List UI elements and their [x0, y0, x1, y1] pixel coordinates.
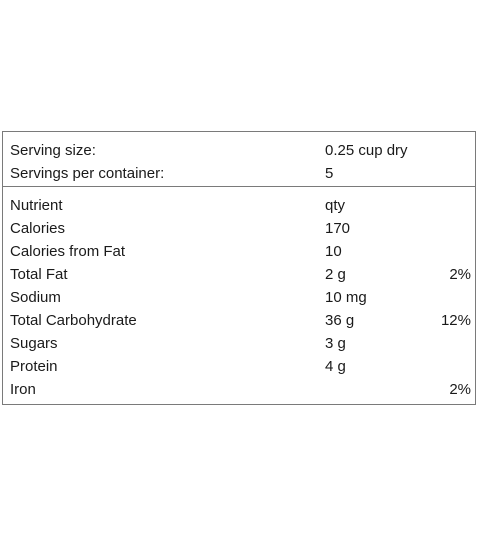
table-row: Protein 4 g — [3, 355, 475, 378]
nutrient-list: Nutrient qty Calories 170 Calories from … — [3, 188, 475, 401]
table-row: Sodium 10 mg — [3, 286, 475, 309]
nutrient-name: Calories — [10, 220, 66, 237]
nutrient-qty: 170 — [325, 220, 351, 237]
nutrient-daily-value: 2% — [449, 381, 471, 398]
table-row: Calories 170 — [3, 217, 475, 240]
nutrient-header-row: Nutrient qty — [3, 194, 475, 217]
nutrient-qty: 4 g — [325, 358, 346, 375]
servings-per-container-row: Servings per container: 5 — [3, 162, 475, 185]
servings-per-container-value: 5 — [325, 165, 334, 182]
nutrient-daily-value: 12% — [440, 312, 471, 329]
servings-per-container-label: Servings per container: — [10, 165, 165, 182]
table-row: Iron 2% — [3, 378, 475, 401]
serving-info: Serving size: 0.25 cup dry Servings per … — [3, 132, 475, 186]
nutrient-name: Sodium — [10, 289, 61, 306]
nutrient-name: Protein — [10, 358, 58, 375]
table-row: Total Fat 2 g 2% — [3, 263, 475, 286]
nutrient-qty: 2 g — [325, 266, 346, 283]
nutrient-qty: 36 g — [325, 312, 355, 329]
nutrient-qty: 10 mg — [325, 289, 367, 306]
table-row: Sugars 3 g — [3, 332, 475, 355]
section-divider — [3, 186, 475, 187]
serving-size-value: 0.25 cup dry — [325, 142, 408, 159]
nutrient-name: Total Fat — [10, 266, 68, 283]
table-row: Total Carbohydrate 36 g 12% — [3, 309, 475, 332]
nutrient-name: Calories from Fat — [10, 243, 126, 260]
nutrient-daily-value: 2% — [449, 266, 471, 283]
nutrient-name: Total Carbohydrate — [10, 312, 137, 329]
nutrient-name: Sugars — [10, 335, 58, 352]
nutrient-qty: 10 — [325, 243, 342, 260]
nutrition-facts-table: Serving size: 0.25 cup dry Servings per … — [2, 131, 476, 405]
serving-size-row: Serving size: 0.25 cup dry — [3, 139, 475, 162]
nutrient-qty: 3 g — [325, 335, 346, 352]
nutrient-column-header: Nutrient — [10, 197, 63, 214]
nutrient-name: Iron — [10, 381, 36, 398]
serving-size-label: Serving size: — [10, 142, 96, 159]
qty-column-header: qty — [325, 197, 346, 214]
table-row: Calories from Fat 10 — [3, 240, 475, 263]
